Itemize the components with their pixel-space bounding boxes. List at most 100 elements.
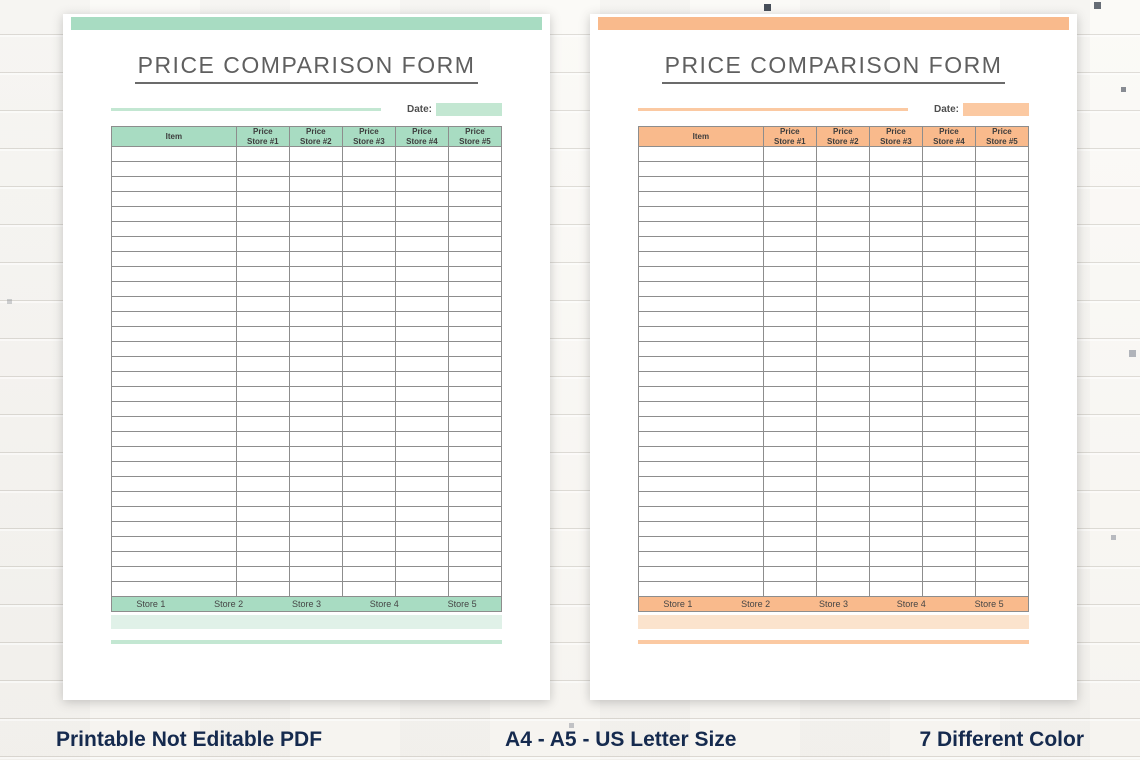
table-cell	[288, 581, 343, 597]
table-cell	[288, 461, 343, 477]
table-row	[111, 176, 503, 192]
item-column-header: Item	[111, 126, 237, 147]
table-cell	[868, 266, 923, 282]
form-page-mint: PRICE COMPARISON FORM Date: Item Price S…	[63, 14, 550, 700]
store-footer-cell: Store 2	[741, 599, 771, 609]
table-cell	[974, 251, 1030, 267]
table-cell	[868, 401, 923, 417]
table-cell	[235, 551, 290, 567]
price-store1-header: Price Store #1	[762, 126, 817, 147]
table-cell	[868, 551, 923, 567]
table-cell	[762, 401, 817, 417]
store-footer-cell: Store 5	[974, 599, 1004, 609]
table-cell	[235, 491, 290, 507]
table-cell	[815, 221, 870, 237]
table-cell	[762, 281, 817, 297]
table-cell	[868, 176, 923, 192]
store-footer-cell: Store 1	[136, 599, 166, 609]
table-cell	[974, 431, 1030, 447]
table-row	[638, 191, 1030, 207]
table-cell	[638, 281, 764, 297]
table-cell	[235, 461, 290, 477]
table-row	[111, 386, 503, 402]
table-cell	[762, 581, 817, 597]
table-cell	[394, 161, 449, 177]
table-row	[111, 341, 503, 357]
caption-sizes: A4 - A5 - US Letter Size	[505, 728, 737, 751]
price-store2-header: Price Store #2	[288, 126, 343, 147]
table-row	[111, 506, 503, 522]
table-cell	[111, 386, 237, 402]
table-cell	[447, 221, 503, 237]
table-cell	[868, 326, 923, 342]
table-row	[638, 476, 1030, 492]
table-row	[638, 401, 1030, 417]
accent-rule	[111, 107, 381, 111]
table-cell	[288, 356, 343, 372]
table-cell	[815, 251, 870, 267]
table-cell	[394, 206, 449, 222]
table-cell	[111, 146, 237, 162]
table-cell	[394, 446, 449, 462]
table-cell	[111, 296, 237, 312]
table-cell	[235, 566, 290, 582]
table-row	[638, 446, 1030, 462]
table-cell	[235, 311, 290, 327]
table-cell	[235, 506, 290, 522]
table-cell	[394, 566, 449, 582]
date-field-box	[436, 102, 502, 116]
table-cell	[288, 341, 343, 357]
table-cell	[921, 581, 976, 597]
table-cell	[341, 446, 396, 462]
table-cell	[762, 416, 817, 432]
table-cell	[921, 401, 976, 417]
table-cell	[111, 311, 237, 327]
table-cell	[288, 551, 343, 567]
table-cell	[638, 551, 764, 567]
table-cell	[815, 326, 870, 342]
table-row	[638, 506, 1030, 522]
table-cell	[111, 221, 237, 237]
table-cell	[288, 386, 343, 402]
table-cell	[288, 236, 343, 252]
table-cell	[638, 581, 764, 597]
table-cell	[762, 221, 817, 237]
table-cell	[974, 266, 1030, 282]
table-cell	[394, 521, 449, 537]
price-comparison-table: Item Price Store #1 Price Store #2 Price…	[111, 126, 503, 597]
table-cell	[111, 371, 237, 387]
table-cell	[447, 281, 503, 297]
page-title: PRICE COMPARISON FORM	[661, 52, 1006, 84]
table-cell	[111, 446, 237, 462]
table-cell	[288, 476, 343, 492]
table-row	[638, 161, 1030, 177]
table-cell	[762, 326, 817, 342]
table-cell	[394, 326, 449, 342]
table-cell	[974, 506, 1030, 522]
table-cell	[288, 506, 343, 522]
table-row	[111, 521, 503, 537]
table-row	[638, 251, 1030, 267]
table-cell	[921, 566, 976, 582]
table-cell	[235, 296, 290, 312]
table-cell	[288, 251, 343, 267]
table-body	[111, 146, 503, 597]
table-row	[111, 551, 503, 567]
table-cell	[974, 521, 1030, 537]
table-cell	[447, 371, 503, 387]
table-cell	[341, 191, 396, 207]
table-cell	[974, 356, 1030, 372]
table-cell	[341, 581, 396, 597]
table-cell	[638, 236, 764, 252]
table-cell	[447, 581, 503, 597]
table-row	[638, 581, 1030, 597]
table-row	[638, 356, 1030, 372]
table-cell	[341, 326, 396, 342]
table-cell	[974, 536, 1030, 552]
table-cell	[111, 281, 237, 297]
table-cell	[762, 461, 817, 477]
table-cell	[288, 446, 343, 462]
accent-bottom-rule	[638, 640, 1029, 644]
table-row	[111, 491, 503, 507]
table-cell	[638, 206, 764, 222]
